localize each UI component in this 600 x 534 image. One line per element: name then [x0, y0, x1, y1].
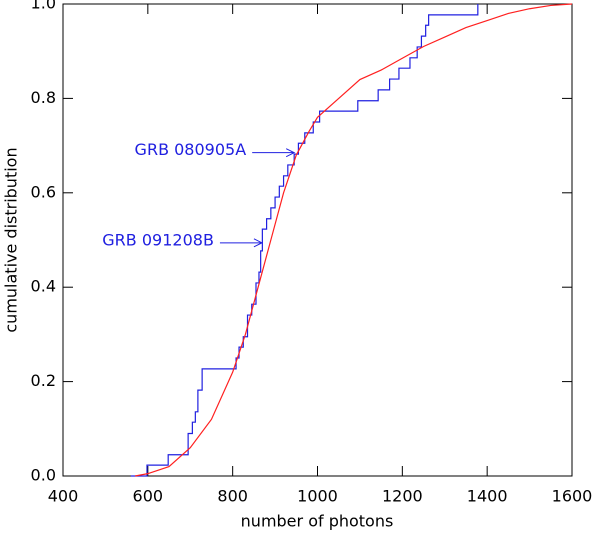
x-tick-label: 1000 [297, 487, 338, 506]
y-tick-label: 0.0 [31, 466, 56, 485]
annotation-arrow [219, 238, 264, 248]
y-tick-label: 0.2 [31, 371, 56, 390]
y-tick-label: 1.0 [31, 0, 56, 13]
data-line [130, 4, 479, 477]
x-tick-label: 1400 [467, 487, 508, 506]
annotation: GRB 091208B [102, 230, 214, 249]
x-tick-label: 800 [217, 487, 248, 506]
y-tick-label: 0.4 [31, 277, 56, 296]
annotation-arrow [252, 148, 296, 158]
x-tick-label: 400 [48, 487, 79, 506]
x-tick-label: 600 [133, 487, 164, 506]
data-line [135, 3, 573, 477]
x-tick-label: 1600 [552, 487, 593, 506]
y-axis-label: cumulative distribution [2, 147, 21, 332]
x-axis-label: number of photons [241, 512, 394, 531]
y-tick-label: 0.8 [31, 88, 56, 107]
annotation: GRB 080905A [135, 140, 247, 159]
y-tick-label: 0.6 [31, 182, 56, 201]
x-tick-label: 1200 [382, 487, 423, 506]
